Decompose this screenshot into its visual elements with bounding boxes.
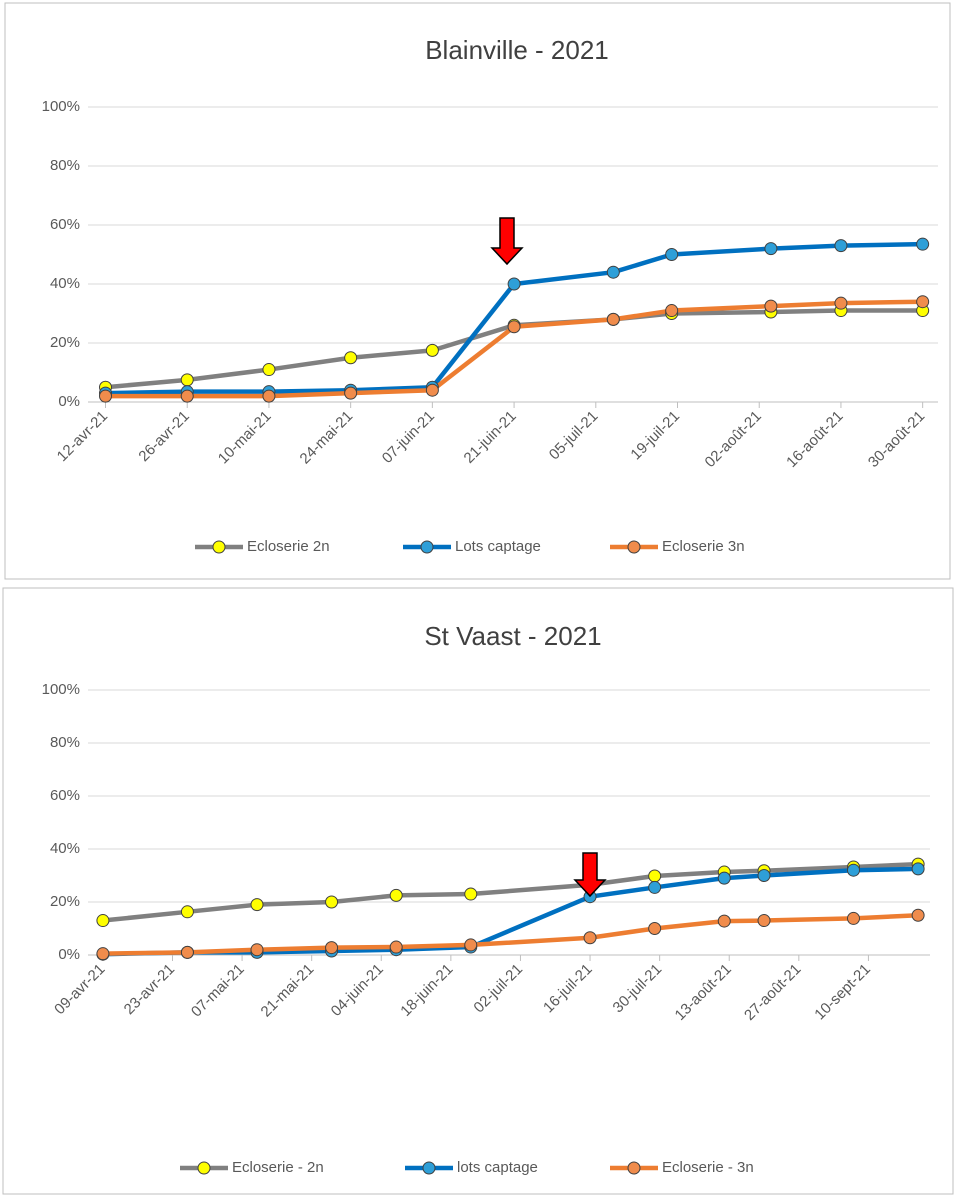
data-point — [916, 237, 930, 251]
data-point — [464, 887, 478, 901]
data-point — [757, 914, 771, 928]
chart-title: Blainville - 2021 — [425, 35, 609, 65]
legend-marker — [420, 540, 434, 554]
y-tick-label: 40% — [50, 275, 80, 292]
data-point — [344, 351, 358, 365]
data-point — [389, 940, 403, 954]
data-point — [846, 911, 860, 925]
data-point — [665, 248, 679, 261]
data-point — [583, 931, 597, 945]
legend-label: lots captage — [457, 1159, 538, 1176]
data-point — [96, 947, 110, 961]
data-point — [180, 389, 194, 403]
chart-frame — [4, 2, 951, 580]
y-tick-label: 100% — [42, 98, 80, 115]
legend-marker — [422, 1161, 436, 1175]
y-tick-label: 0% — [58, 946, 80, 963]
arrow — [573, 852, 607, 898]
y-tick-label: 40% — [50, 840, 80, 857]
y-tick-label: 20% — [50, 893, 80, 910]
data-point — [180, 373, 194, 387]
data-point — [606, 265, 620, 279]
legend-label: Ecloserie - 2n — [232, 1159, 324, 1176]
data-point — [325, 895, 339, 909]
data-point — [648, 880, 662, 894]
data-point — [344, 386, 358, 400]
legend-label: Lots captage — [455, 538, 541, 555]
legend-label: Ecloserie 3n — [662, 538, 745, 555]
y-tick-label: 100% — [42, 681, 80, 698]
data-point — [757, 869, 771, 882]
legend-marker — [212, 540, 226, 554]
data-point — [464, 938, 478, 952]
data-point — [606, 312, 620, 326]
data-point — [96, 914, 110, 928]
y-tick-label: 0% — [58, 393, 80, 410]
data-point — [425, 343, 439, 357]
data-point — [250, 943, 264, 957]
data-point — [180, 945, 194, 959]
data-point — [262, 363, 276, 377]
data-point — [665, 304, 679, 318]
data-point — [764, 299, 778, 313]
data-point — [846, 863, 860, 877]
y-tick-label: 20% — [50, 334, 80, 351]
legend-label: Ecloserie - 3n — [662, 1159, 754, 1176]
legend-marker — [627, 1161, 641, 1175]
data-point — [911, 908, 925, 922]
y-tick-label: 80% — [50, 157, 80, 174]
data-point — [648, 869, 662, 883]
data-point — [425, 383, 439, 397]
data-point — [834, 296, 848, 310]
data-point — [325, 941, 339, 955]
legend-label: Ecloserie 2n — [247, 538, 330, 555]
data-point — [834, 239, 848, 253]
chart-frame — [2, 587, 954, 1195]
series-line — [102, 913, 919, 956]
data-point — [648, 922, 662, 935]
data-point — [916, 295, 930, 309]
chart-title: St Vaast - 2021 — [424, 621, 601, 651]
legend-marker — [197, 1161, 211, 1175]
legend-marker — [627, 540, 641, 554]
data-point — [99, 389, 113, 403]
y-tick-label: 60% — [50, 216, 80, 233]
data-point — [717, 914, 731, 928]
y-tick-label: 80% — [50, 734, 80, 751]
data-point — [507, 277, 521, 291]
y-tick-label: 60% — [50, 787, 80, 804]
data-point — [507, 320, 521, 334]
series-line — [102, 861, 919, 923]
data-point — [262, 389, 276, 403]
data-point — [717, 871, 731, 885]
data-point — [389, 888, 403, 902]
data-point — [911, 862, 925, 876]
data-point — [764, 242, 778, 256]
arrow — [490, 217, 524, 266]
data-point — [250, 898, 264, 912]
data-point — [180, 905, 194, 919]
